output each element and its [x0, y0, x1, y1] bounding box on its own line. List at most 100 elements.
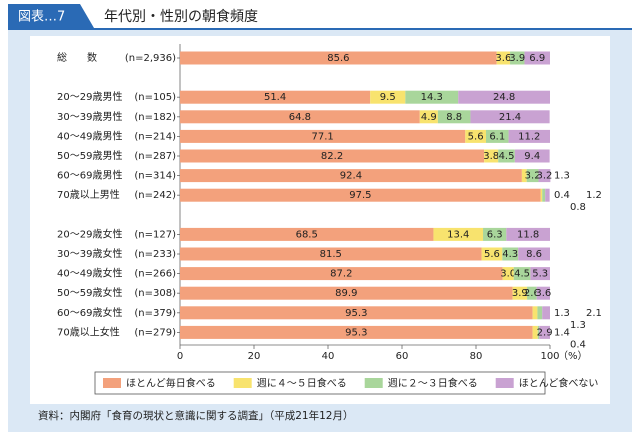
value-label: 4.9 [421, 112, 437, 123]
legend-swatch [495, 378, 514, 388]
category-label: 60～69歳女性 [57, 306, 122, 319]
bar-segment [180, 286, 513, 300]
bar-segment [481, 247, 503, 261]
value-label: 5.6 [484, 249, 500, 260]
legend-swatch [364, 378, 383, 388]
bar-segment [180, 306, 533, 320]
sample-size: (n=233) [134, 249, 176, 260]
bar-segment [419, 110, 438, 124]
value-label: 6.3 [487, 229, 503, 240]
x-tick-label: 40 [322, 351, 335, 362]
legend-swatch [103, 378, 121, 388]
bar-segment [180, 188, 541, 202]
value-label: 8.8 [446, 112, 462, 123]
sample-size: (n=214) [134, 131, 176, 142]
bar-segment [513, 267, 531, 281]
bar-segment [542, 306, 550, 320]
bar-segment [537, 306, 543, 320]
value-label: 1.2 [586, 190, 602, 201]
bar-segment [470, 110, 550, 124]
x-tick-label: 60 [396, 351, 409, 362]
value-label: 11.8 [517, 229, 539, 240]
bar-segment [180, 51, 497, 65]
value-label: 3.2 [536, 171, 552, 182]
bar-segment [508, 129, 550, 143]
value-label: 95.3 [345, 308, 367, 319]
bar-segment [502, 267, 514, 281]
sample-size: (n=182) [134, 112, 176, 123]
category-label: 60～69歳男性 [57, 169, 122, 182]
bar-segment [510, 51, 525, 65]
value-label: 3.8 [483, 151, 499, 162]
bar-segment [539, 325, 550, 339]
bar-segment [465, 129, 486, 143]
value-label: 4.3 [502, 249, 518, 260]
chart-title: 年代別・性別の朝食頻度 [104, 8, 258, 25]
value-label: 85.6 [327, 53, 349, 64]
value-label: 11.2 [518, 131, 540, 142]
value-label: 21.4 [499, 112, 521, 123]
legend-label: ほとんど食べない [519, 377, 599, 390]
category-label: 50～59歳男性 [57, 149, 122, 162]
bar-segment [180, 90, 371, 104]
category-label: 40～49歳女性 [57, 267, 122, 280]
category-label: 総 数 [57, 51, 97, 64]
value-label: 1.3 [554, 308, 570, 319]
bar-segment [484, 149, 499, 163]
value-label: 3.6 [495, 53, 511, 64]
sample-size: (n=308) [134, 288, 176, 299]
sample-size: (n=287) [134, 151, 176, 162]
x-tick-label: 20 [248, 351, 261, 362]
value-label: 6.1 [489, 131, 505, 142]
figure-label: 図表…7 [18, 10, 65, 25]
legend-swatch [233, 378, 252, 388]
bar-segment [485, 129, 509, 143]
value-label: 51.4 [264, 92, 286, 103]
value-label: 3.2 [525, 171, 541, 182]
sample-size: (n=2,936) [125, 53, 176, 64]
sample-size: (n=379) [134, 308, 176, 319]
value-label: 89.9 [335, 288, 357, 299]
sample-size: (n=127) [134, 229, 176, 240]
sample-size: (n=314) [134, 171, 176, 182]
category-label: 30～39歳女性 [57, 247, 122, 260]
bar-segment [532, 325, 538, 339]
value-label: 1.3 [554, 171, 570, 182]
value-label: 5.6 [468, 131, 484, 142]
sample-size: (n=242) [134, 190, 176, 201]
value-label: 68.5 [296, 229, 318, 240]
bar-segment [405, 90, 459, 104]
value-label: 9.5 [380, 92, 396, 103]
value-label: 4.5 [514, 269, 530, 280]
bar-segment [498, 149, 515, 163]
value-label: 3.6 [535, 288, 551, 299]
bar-segment [521, 169, 527, 183]
legend-label: ほとんど毎日食べる [126, 377, 216, 390]
source: 資料：内閣府「食育の現状と意識に関する調査」（平成21年12月） [38, 409, 353, 422]
legend-box [94, 371, 546, 395]
bar-segment [180, 149, 485, 163]
legend-label: 週に４～５日食べる [257, 377, 347, 390]
bar-segment [530, 267, 550, 281]
category-label: 40～49歳男性 [57, 129, 122, 142]
value-label: 97.5 [349, 190, 371, 201]
bar-segment [496, 51, 511, 65]
bar-segment [180, 129, 466, 143]
value-label: 13.4 [447, 229, 469, 240]
value-label: 81.5 [320, 249, 342, 260]
bar-segment [180, 247, 482, 261]
category-label: 70歳以上女性 [57, 325, 120, 338]
value-label: 0.4 [554, 190, 570, 201]
sample-size: (n=105) [134, 92, 176, 103]
value-label: 2.6 [524, 288, 540, 299]
bar-segment [437, 110, 471, 124]
bar-segment [540, 188, 543, 202]
bar-segment [532, 306, 538, 320]
category-label: 30～39歳男性 [57, 110, 122, 123]
bar-segment [538, 169, 551, 183]
bar-segment [180, 267, 503, 281]
sample-size: (n=279) [134, 327, 176, 338]
value-label: 0.8 [570, 202, 586, 213]
value-label: 3.9 [509, 53, 525, 64]
bar-segment [433, 227, 484, 241]
